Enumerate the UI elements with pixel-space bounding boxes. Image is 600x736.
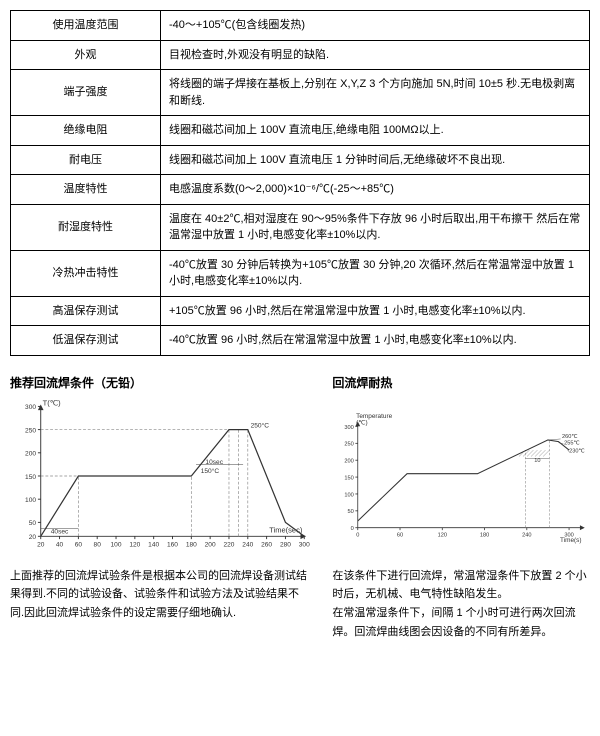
svg-text:140: 140 (148, 541, 159, 548)
row-label: 冷热冲击特性 (11, 250, 161, 296)
right-desc: 在该条件下进行回流焊，常温常湿条件下放置 2 个小时后，无机械、电气特性缺陷发生… (332, 567, 590, 642)
svg-text:120: 120 (438, 532, 447, 538)
row-label: 低温保存测试 (11, 326, 161, 356)
left-column: 推荐回流焊条件（无铅） 20 50 100 150 200 250 300 20 40 60 80 1… (10, 374, 312, 642)
row-value: 温度在 40±2℃,相对湿度在 90～95%条件下存放 96 小时后取出,用干布… (161, 204, 590, 250)
svg-text:150°C: 150°C (201, 467, 220, 475)
row-value: 将线圈的端子焊接在基板上,分别在 X,Y,Z 3 个方向施加 5N,时间 10±… (161, 70, 590, 116)
svg-text:50: 50 (29, 520, 37, 527)
row-label: 端子强度 (11, 70, 161, 116)
svg-text:60: 60 (397, 532, 403, 538)
svg-text:40sec: 40sec (51, 528, 69, 535)
svg-text:160: 160 (167, 541, 178, 548)
row-value: 目视检查时,外观没有明显的缺陷. (161, 40, 590, 70)
row-value: 线圈和磁芯间加上 100V 直流电压,绝缘电阻 100MΩ以上. (161, 116, 590, 146)
right-chart: 050100150200250300060120180240300260℃255… (332, 397, 590, 557)
left-chart: 20 50 100 150 200 250 300 20 40 60 80 100 120 140 160 1… (10, 397, 312, 557)
svg-text:200: 200 (345, 458, 354, 464)
svg-text:260℃: 260℃ (562, 434, 578, 440)
row-label: 绝缘电阻 (11, 116, 161, 146)
svg-text:280: 280 (280, 541, 291, 548)
row-label: 耐电压 (11, 145, 161, 175)
svg-text:300: 300 (345, 424, 354, 430)
table-row: 低温保存测试-40℃放置 96 小时,然后在常温常湿中放置 1 小时,电感变化率… (11, 326, 590, 356)
svg-text:20: 20 (37, 541, 45, 548)
svg-text:40: 40 (56, 541, 64, 548)
row-label: 耐湿度特性 (11, 204, 161, 250)
svg-text:Time(s): Time(s) (560, 537, 582, 544)
row-value: -40～+105℃(包含线圈发热) (161, 11, 590, 41)
left-desc: 上面推荐的回流焊试验条件是根据本公司的回流焊设备测试结果得到.不同的试验设备、试… (10, 567, 312, 623)
svg-text:180: 180 (186, 541, 197, 548)
svg-text:Time(sec): Time(sec) (269, 525, 303, 534)
row-value: 线圈和磁芯间加上 100V 直流电压 1 分钟时间后,无绝缘破坏不良出现. (161, 145, 590, 175)
svg-text:120: 120 (129, 541, 140, 548)
svg-text:80: 80 (94, 541, 102, 548)
svg-text:240: 240 (523, 532, 532, 538)
svg-text:200: 200 (205, 541, 216, 548)
row-label: 使用温度范围 (11, 11, 161, 41)
svg-text:100: 100 (111, 541, 122, 548)
svg-text:60: 60 (75, 541, 83, 548)
left-title: 推荐回流焊条件（无铅） (10, 374, 312, 391)
svg-text:0: 0 (357, 532, 360, 538)
svg-text:220: 220 (223, 541, 234, 548)
svg-text:240: 240 (242, 541, 253, 548)
right-title: 回流焊耐热 (332, 374, 590, 391)
svg-text:T(℃): T(℃) (43, 398, 62, 407)
spec-table: 使用温度范围-40～+105℃(包含线圈发热)外观目视检查时,外观没有明显的缺陷… (10, 10, 590, 356)
svg-text:10sec: 10sec (205, 458, 223, 465)
svg-text:180: 180 (480, 532, 489, 538)
table-row: 高温保存测试+105℃放置 96 小时,然后在常温常湿中放置 1 小时,电感变化… (11, 296, 590, 326)
table-row: 端子强度将线圈的端子焊接在基板上,分别在 X,Y,Z 3 个方向施加 5N,时间… (11, 70, 590, 116)
table-row: 外观目视检查时,外观没有明显的缺陷. (11, 40, 590, 70)
right-column: 回流焊耐热 0501001502002503000601201802403002… (332, 374, 590, 642)
svg-text:300: 300 (25, 404, 36, 411)
svg-text:300: 300 (299, 541, 310, 548)
svg-text:200: 200 (25, 450, 36, 457)
row-label: 外观 (11, 40, 161, 70)
table-row: 冷热冲击特性-40℃放置 30 分钟后转换为+105℃放置 30 分钟,20 次… (11, 250, 590, 296)
row-label: 温度特性 (11, 175, 161, 205)
svg-text:150: 150 (345, 475, 354, 481)
svg-text:20: 20 (29, 534, 37, 541)
svg-text:0: 0 (351, 526, 354, 532)
svg-text:250: 250 (25, 427, 36, 434)
table-row: 耐湿度特性温度在 40±2℃,相对湿度在 90～95%条件下存放 96 小时后取… (11, 204, 590, 250)
chart-columns: 推荐回流焊条件（无铅） 2050100150200250300204060801… (10, 374, 590, 642)
svg-text:255℃: 255℃ (565, 440, 581, 446)
svg-text:100: 100 (25, 497, 36, 504)
svg-text:(℃): (℃) (357, 419, 369, 426)
row-label: 高温保存测试 (11, 296, 161, 326)
row-value: +105℃放置 96 小时,然后在常温常湿中放置 1 小时,电感变化率±10%以… (161, 296, 590, 326)
svg-text:100: 100 (345, 492, 354, 498)
table-row: 绝缘电阻线圈和磁芯间加上 100V 直流电压,绝缘电阻 100MΩ以上. (11, 116, 590, 146)
svg-text:10: 10 (535, 457, 541, 463)
svg-text:150: 150 (25, 473, 36, 480)
svg-text:250°C: 250°C (251, 421, 270, 429)
row-value: 电感温度系数(0～2,000)×10⁻⁶/℃(-25～+85℃) (161, 175, 590, 205)
row-value: -40℃放置 30 分钟后转换为+105℃放置 30 分钟,20 次循环,然后在… (161, 250, 590, 296)
row-value: -40℃放置 96 小时,然后在常温常湿中放置 1 小时,电感变化率±10%以内… (161, 326, 590, 356)
table-row: 温度特性电感温度系数(0～2,000)×10⁻⁶/℃(-25～+85℃) (11, 175, 590, 205)
svg-text:230℃: 230℃ (569, 448, 585, 454)
svg-text:260: 260 (261, 541, 272, 548)
svg-text:250: 250 (345, 441, 354, 447)
table-row: 耐电压线圈和磁芯间加上 100V 直流电压 1 分钟时间后,无绝缘破坏不良出现. (11, 145, 590, 175)
svg-text:50: 50 (348, 509, 354, 515)
table-row: 使用温度范围-40～+105℃(包含线圈发热) (11, 11, 590, 41)
